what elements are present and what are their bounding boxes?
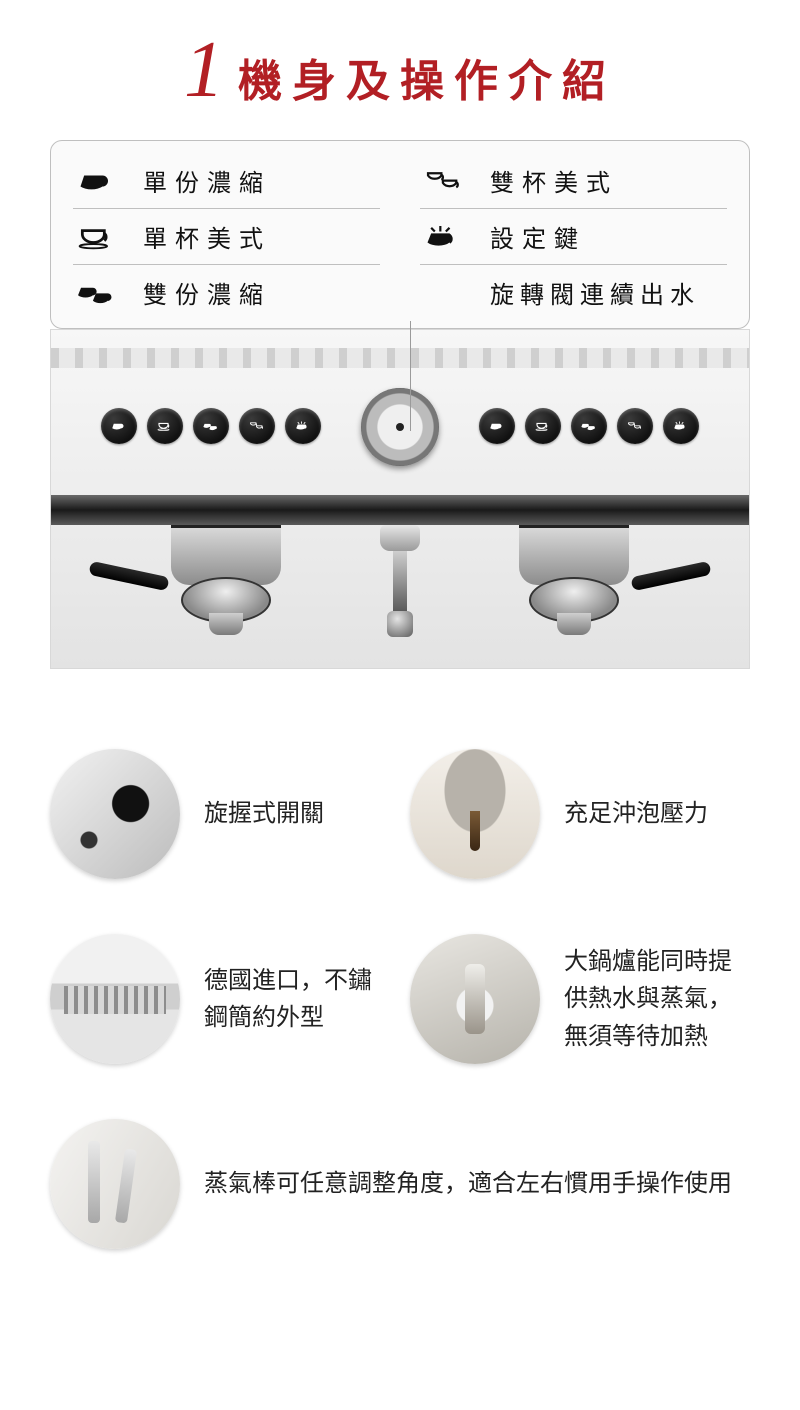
legend-double-espresso: 雙份濃縮	[73, 265, 380, 320]
legend-label: 旋轉閥連續出水	[490, 275, 700, 310]
title-text: 機身及操作介紹	[238, 45, 616, 109]
double-cup-filled-icon	[73, 279, 121, 307]
cup-filled-small-icon	[73, 167, 121, 195]
legend-single-americano: 單杯美式	[73, 209, 380, 265]
legend-label: 雙杯美式	[490, 163, 618, 198]
feature-thumb	[50, 934, 180, 1064]
panel-button	[479, 408, 515, 444]
panel-button	[617, 408, 653, 444]
front-bar	[51, 495, 749, 525]
feature-rotary-switch: 旋握式開關	[50, 749, 390, 879]
feature-thumb	[50, 1119, 180, 1249]
feature-label: 旋握式開關	[204, 795, 324, 832]
legend-label: 設定鍵	[490, 219, 586, 254]
panel-button	[571, 408, 607, 444]
panel-button	[285, 408, 321, 444]
feature-german-steel: 德國進口，不鏽鋼簡約外型	[50, 934, 390, 1064]
feature-steam-wand: 蒸氣棒可任意調整角度，適合左右慣用手操作使用	[50, 1119, 750, 1249]
cup-rail	[51, 348, 749, 368]
legend-label: 單份濃縮	[143, 163, 271, 198]
feature-thumb	[410, 749, 540, 879]
panel-button	[663, 408, 699, 444]
legend-single-espresso: 單份濃縮	[73, 153, 380, 209]
double-cup-outline-icon	[420, 167, 468, 195]
legend-settings: 設定鍵	[420, 209, 727, 265]
legend-double-americano: 雙杯美式	[420, 153, 727, 209]
grouphead-left	[151, 525, 301, 655]
cup-star-icon	[420, 223, 468, 251]
legend-label: 雙份濃縮	[143, 275, 271, 310]
panel-button	[239, 408, 275, 444]
button-panel-right	[479, 408, 699, 444]
machine-photo	[50, 329, 750, 669]
legend-rotary-valve: 旋轉閥連續出水	[420, 265, 727, 320]
feature-list: 旋握式開關 充足沖泡壓力 德國進口，不鏽鋼簡約外型 大鍋爐能同時提供熱水與蒸氣，…	[50, 749, 750, 1249]
panel-button	[101, 408, 137, 444]
feature-label: 蒸氣棒可任意調整角度，適合左右慣用手操作使用	[204, 1165, 732, 1202]
button-panel-left	[101, 408, 321, 444]
feature-thumb	[410, 934, 540, 1064]
legend-label: 單杯美式	[143, 219, 271, 254]
panel-button	[193, 408, 229, 444]
feature-brew-pressure: 充足沖泡壓力	[410, 749, 750, 879]
button-legend: 單份濃縮 雙杯美式 單杯美式 設定鍵 雙份濃縮 旋轉閥連續出水	[50, 140, 750, 329]
panel-button	[525, 408, 561, 444]
rotary-knob	[361, 388, 439, 466]
feature-label: 德國進口，不鏽鋼簡約外型	[204, 962, 390, 1036]
hot-water-wand	[380, 525, 420, 645]
blank-icon	[420, 279, 468, 307]
panel-button	[147, 408, 183, 444]
grouphead-right	[499, 525, 649, 655]
title-number: 1	[184, 30, 224, 110]
feature-thumb	[50, 749, 180, 879]
cup-outline-icon	[73, 223, 121, 251]
feature-label: 大鍋爐能同時提供熱水與蒸氣，無須等待加熱	[564, 943, 750, 1055]
section-title: 1 機身及操作介紹	[50, 30, 750, 110]
feature-label: 充足沖泡壓力	[564, 795, 708, 832]
feature-large-boiler: 大鍋爐能同時提供熱水與蒸氣，無須等待加熱	[410, 934, 750, 1064]
